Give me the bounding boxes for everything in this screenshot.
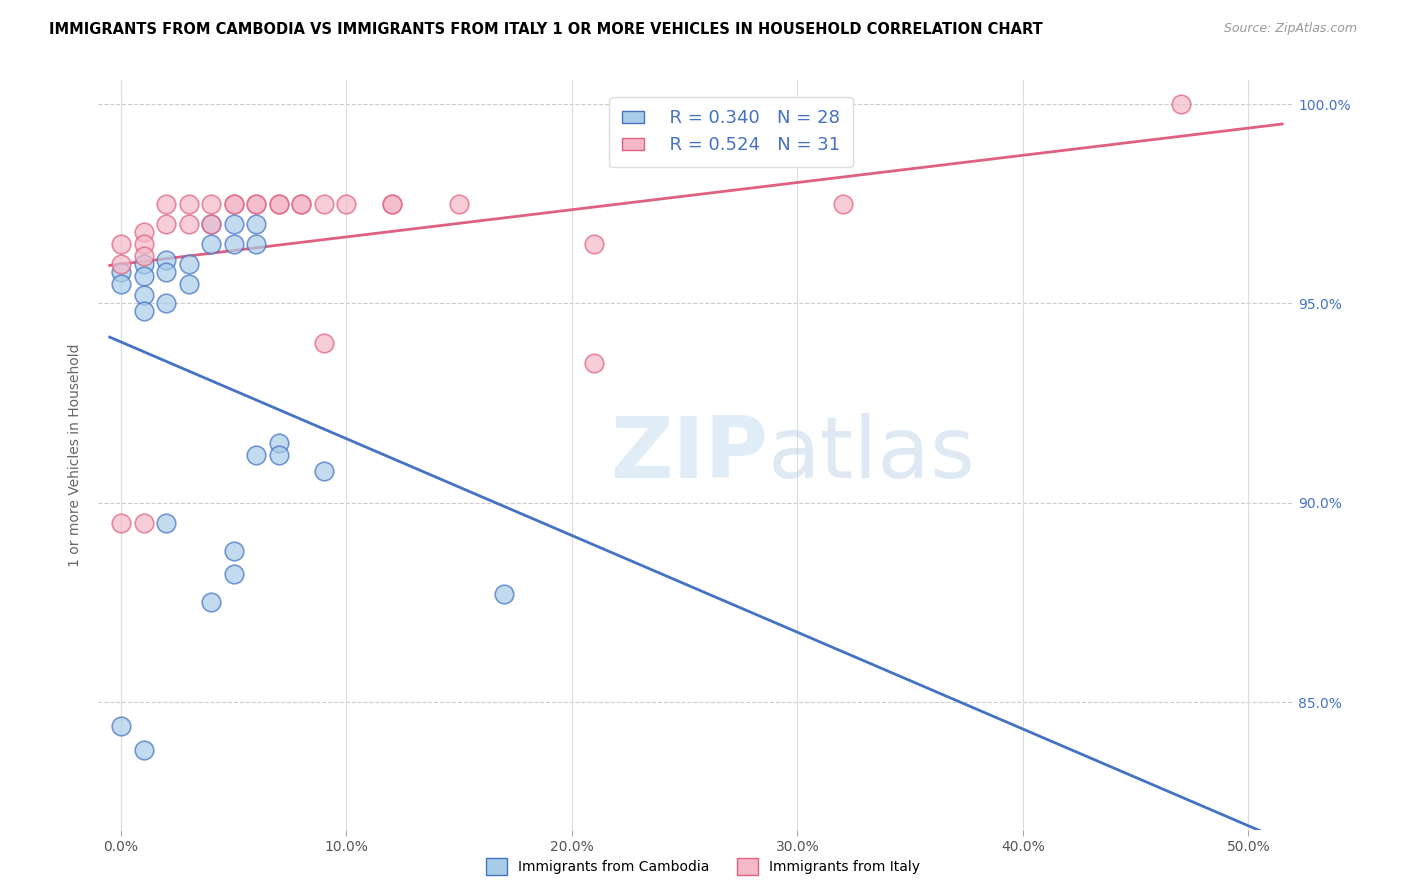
Immigrants from Italy — [110, 257, 132, 271]
Immigrants from Italy — [132, 225, 155, 239]
Immigrants from Italy — [110, 236, 132, 251]
Immigrants from Cambodia — [110, 277, 132, 291]
Immigrants from Cambodia — [110, 264, 132, 278]
Immigrants from Italy — [290, 197, 312, 211]
Immigrants from Italy — [132, 516, 155, 530]
Immigrants from Cambodia — [177, 257, 200, 271]
Immigrants from Italy — [132, 236, 155, 251]
Immigrants from Cambodia — [132, 288, 155, 302]
Immigrants from Cambodia — [155, 252, 177, 267]
Immigrants from Italy — [290, 197, 312, 211]
Immigrants from Italy — [155, 217, 177, 231]
Immigrants from Cambodia — [155, 296, 177, 310]
Legend:   R = 0.340   N = 28,   R = 0.524   N = 31: R = 0.340 N = 28, R = 0.524 N = 31 — [609, 97, 853, 167]
Immigrants from Italy — [267, 197, 290, 211]
Immigrants from Cambodia — [132, 304, 155, 318]
Text: ZIP: ZIP — [610, 413, 768, 497]
Immigrants from Cambodia — [177, 277, 200, 291]
Immigrants from Italy — [132, 249, 155, 263]
Immigrants from Cambodia — [222, 543, 245, 558]
Immigrants from Italy — [335, 197, 357, 211]
Y-axis label: 1 or more Vehicles in Household: 1 or more Vehicles in Household — [69, 343, 83, 566]
Immigrants from Cambodia — [200, 217, 222, 231]
Immigrants from Cambodia — [267, 448, 290, 462]
Immigrants from Cambodia — [267, 436, 290, 450]
Immigrants from Italy — [245, 197, 267, 211]
Immigrants from Italy — [312, 197, 335, 211]
Legend: Immigrants from Cambodia, Immigrants from Italy: Immigrants from Cambodia, Immigrants fro… — [481, 853, 925, 880]
Immigrants from Italy — [245, 197, 267, 211]
Immigrants from Cambodia — [312, 464, 335, 478]
Immigrants from Italy — [1170, 97, 1192, 112]
Immigrants from Italy — [583, 356, 606, 370]
Immigrants from Italy — [177, 197, 200, 211]
Immigrants from Italy — [222, 197, 245, 211]
Immigrants from Cambodia — [155, 516, 177, 530]
Immigrants from Italy — [312, 336, 335, 351]
Immigrants from Italy — [200, 197, 222, 211]
Immigrants from Italy — [267, 197, 290, 211]
Immigrants from Cambodia — [245, 448, 267, 462]
Immigrants from Cambodia — [132, 257, 155, 271]
Immigrants from Italy — [222, 197, 245, 211]
Immigrants from Cambodia — [222, 217, 245, 231]
Immigrants from Italy — [110, 516, 132, 530]
Immigrants from Italy — [380, 197, 402, 211]
Immigrants from Cambodia — [155, 264, 177, 278]
Immigrants from Italy — [380, 197, 402, 211]
Immigrants from Cambodia — [245, 217, 267, 231]
Text: IMMIGRANTS FROM CAMBODIA VS IMMIGRANTS FROM ITALY 1 OR MORE VEHICLES IN HOUSEHOL: IMMIGRANTS FROM CAMBODIA VS IMMIGRANTS F… — [49, 22, 1043, 37]
Immigrants from Cambodia — [200, 595, 222, 609]
Immigrants from Cambodia — [222, 236, 245, 251]
Immigrants from Italy — [831, 197, 853, 211]
Immigrants from Cambodia — [200, 236, 222, 251]
Immigrants from Cambodia — [494, 587, 516, 601]
Immigrants from Cambodia — [132, 743, 155, 757]
Immigrants from Italy — [583, 236, 606, 251]
Immigrants from Cambodia — [110, 719, 132, 733]
Immigrants from Italy — [177, 217, 200, 231]
Immigrants from Italy — [155, 197, 177, 211]
Immigrants from Cambodia — [132, 268, 155, 283]
Immigrants from Italy — [449, 197, 471, 211]
Text: atlas: atlas — [768, 413, 976, 497]
Text: Source: ZipAtlas.com: Source: ZipAtlas.com — [1223, 22, 1357, 36]
Immigrants from Italy — [200, 217, 222, 231]
Immigrants from Cambodia — [222, 567, 245, 582]
Immigrants from Cambodia — [245, 236, 267, 251]
